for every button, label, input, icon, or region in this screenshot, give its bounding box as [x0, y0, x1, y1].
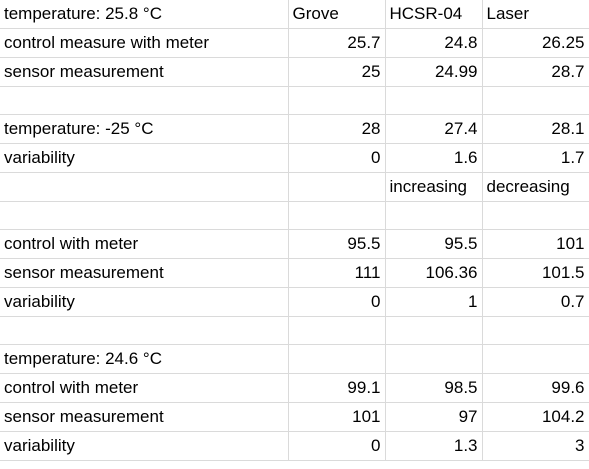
table-row	[0, 316, 589, 345]
table-row	[0, 201, 589, 230]
cell-d1[interactable]: Laser	[482, 0, 589, 29]
cell-d16[interactable]: 3	[482, 431, 589, 461]
cell-c6[interactable]: 1.6	[385, 143, 483, 173]
cell-c2[interactable]: 24.8	[385, 28, 483, 58]
cell-a8[interactable]	[0, 201, 289, 230]
cell-b8[interactable]	[288, 201, 386, 230]
table-row: control with meter 95.5 95.5 101	[0, 229, 589, 259]
cell-d6[interactable]: 1.7	[482, 143, 589, 173]
table-row: sensor measurement 111 106.36 101.5	[0, 258, 589, 288]
cell-c16[interactable]: 1.3	[385, 431, 483, 461]
cell-d2[interactable]: 26.25	[482, 28, 589, 58]
cell-b13[interactable]	[288, 344, 386, 374]
table-row	[0, 86, 589, 115]
cell-d4[interactable]	[482, 86, 589, 115]
table-row: temperature: 25.8 °C Grove HCSR-04 Laser	[0, 0, 589, 29]
cell-c5[interactable]: 27.4	[385, 114, 483, 144]
cell-b5[interactable]: 28	[288, 114, 386, 144]
cell-b1[interactable]: Grove	[288, 0, 386, 29]
cell-b10[interactable]: 111	[288, 258, 386, 288]
cell-b11[interactable]: 0	[288, 287, 386, 317]
cell-d8[interactable]	[482, 201, 589, 230]
cell-c15[interactable]: 97	[385, 402, 483, 432]
cell-b7[interactable]	[288, 172, 386, 202]
table-row: variability 0 1 0.7	[0, 287, 589, 317]
cell-d10[interactable]: 101.5	[482, 258, 589, 288]
cell-d13[interactable]	[482, 344, 589, 374]
cell-c8[interactable]	[385, 201, 483, 230]
cell-b6[interactable]: 0	[288, 143, 386, 173]
cell-c9[interactable]: 95.5	[385, 229, 483, 259]
cell-c11[interactable]: 1	[385, 287, 483, 317]
cell-a13[interactable]: temperature: 24.6 °C	[0, 344, 289, 374]
cell-c3[interactable]: 24.99	[385, 57, 483, 87]
table-row: temperature: -25 °C 28 27.4 28.1	[0, 114, 589, 144]
cell-a4[interactable]	[0, 86, 289, 115]
table-row: increasing decreasing	[0, 172, 589, 202]
table-row: variability 0 1.3 3	[0, 431, 589, 461]
cell-c7[interactable]: increasing	[385, 172, 483, 202]
table-row: temperature: 24.6 °C	[0, 344, 589, 374]
cell-a9[interactable]: control with meter	[0, 229, 289, 259]
cell-d5[interactable]: 28.1	[482, 114, 589, 144]
cell-c4[interactable]	[385, 86, 483, 115]
cell-a6[interactable]: variability	[0, 143, 289, 173]
cell-a12[interactable]	[0, 316, 289, 345]
cell-c1[interactable]: HCSR-04	[385, 0, 483, 29]
cell-a14[interactable]: control with meter	[0, 373, 289, 403]
cell-b3[interactable]: 25	[288, 57, 386, 87]
table-row: control measure with meter 25.7 24.8 26.…	[0, 28, 589, 58]
cell-c12[interactable]	[385, 316, 483, 345]
table-row: sensor measurement 101 97 104.2	[0, 402, 589, 432]
cell-b9[interactable]: 95.5	[288, 229, 386, 259]
cell-c10[interactable]: 106.36	[385, 258, 483, 288]
cell-d9[interactable]: 101	[482, 229, 589, 259]
cell-a16[interactable]: variability	[0, 431, 289, 461]
table-row: variability 0 1.6 1.7	[0, 143, 589, 173]
cell-d15[interactable]: 104.2	[482, 402, 589, 432]
cell-b15[interactable]: 101	[288, 402, 386, 432]
cell-a2[interactable]: control measure with meter	[0, 28, 289, 58]
cell-b14[interactable]: 99.1	[288, 373, 386, 403]
cell-c13[interactable]	[385, 344, 483, 374]
cell-a1[interactable]: temperature: 25.8 °C	[0, 0, 289, 29]
cell-b4[interactable]	[288, 86, 386, 115]
cell-a3[interactable]: sensor measurement	[0, 57, 289, 87]
cell-d14[interactable]: 99.6	[482, 373, 589, 403]
cell-c14[interactable]: 98.5	[385, 373, 483, 403]
cell-a10[interactable]: sensor measurement	[0, 258, 289, 288]
cell-b16[interactable]: 0	[288, 431, 386, 461]
cell-d3[interactable]: 28.7	[482, 57, 589, 87]
cell-a11[interactable]: variability	[0, 287, 289, 317]
table-row: control with meter 99.1 98.5 99.6	[0, 373, 589, 403]
cell-a7[interactable]	[0, 172, 289, 202]
cell-b12[interactable]	[288, 316, 386, 345]
cell-a15[interactable]: sensor measurement	[0, 402, 289, 432]
cell-d12[interactable]	[482, 316, 589, 345]
table-row: sensor measurement 25 24.99 28.7	[0, 57, 589, 87]
cell-a5[interactable]: temperature: -25 °C	[0, 114, 289, 144]
cell-d11[interactable]: 0.7	[482, 287, 589, 317]
cell-b2[interactable]: 25.7	[288, 28, 386, 58]
cell-d7[interactable]: decreasing	[482, 172, 589, 202]
